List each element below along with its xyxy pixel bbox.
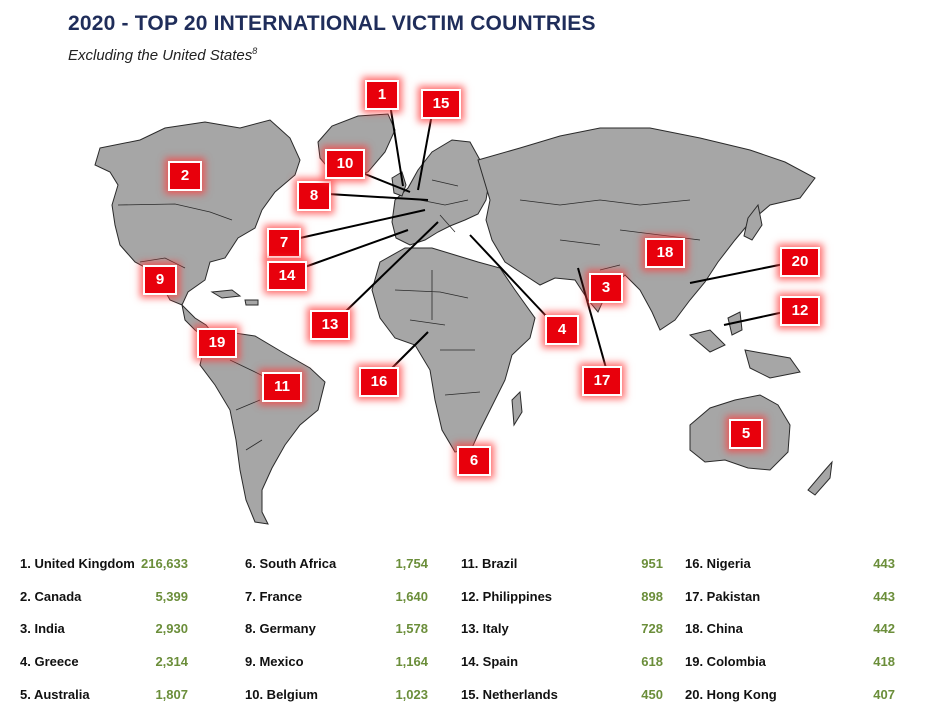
europe-landmass bbox=[391, 139, 491, 246]
subtitle-text: Excluding the United States bbox=[68, 47, 253, 64]
subtitle-footnote: 8 bbox=[252, 46, 258, 56]
country-name: 2. Canada bbox=[20, 589, 82, 604]
legend-item-12: 12. Philippines 898 bbox=[461, 589, 663, 607]
country-name: 6. South Africa bbox=[245, 556, 337, 571]
rank-marker-14: 14 bbox=[267, 261, 307, 291]
legend-item-8: 8. Germany 1,578 bbox=[245, 621, 428, 639]
country-name: 5. Australia bbox=[20, 687, 90, 702]
legend-item-10: 10. Belgium 1,023 bbox=[245, 687, 428, 705]
country-name: 8. Germany bbox=[245, 621, 316, 636]
world-map bbox=[94, 103, 833, 525]
country-ranking-legend: 1. United Kingdom 216,633 2. Canada 5,399 … bbox=[0, 548, 928, 718]
country-value: 1,754 bbox=[395, 556, 428, 571]
caribbean-islands bbox=[210, 289, 259, 306]
legend-item-9: 9. Mexico 1,164 bbox=[245, 654, 428, 672]
country-value: 443 bbox=[873, 589, 895, 604]
country-value: 2,930 bbox=[155, 621, 188, 636]
page-title: 2020 - TOP 20 INTERNATIONAL VICTIM COUNT… bbox=[68, 12, 596, 35]
country-name: 9. Mexico bbox=[245, 654, 304, 669]
country-name: 1. United Kingdom bbox=[20, 556, 135, 571]
country-value: 216,633 bbox=[141, 556, 188, 571]
legend-item-13: 13. Italy 728 bbox=[461, 621, 663, 639]
rank-marker-20: 20 bbox=[780, 247, 820, 277]
country-value: 443 bbox=[873, 556, 895, 571]
country-value: 898 bbox=[641, 589, 663, 604]
rank-marker-1: 1 bbox=[365, 80, 399, 110]
country-value: 1,807 bbox=[155, 687, 188, 702]
country-name: 18. China bbox=[685, 621, 743, 636]
country-name: 14. Spain bbox=[461, 654, 519, 669]
rank-marker-6: 6 bbox=[457, 446, 491, 476]
legend-item-1: 1. United Kingdom 216,633 bbox=[20, 556, 188, 574]
rank-marker-4: 4 bbox=[545, 315, 579, 345]
legend-item-14: 14. Spain 618 bbox=[461, 654, 663, 672]
madagascar-landmass bbox=[511, 390, 523, 427]
rank-marker-16: 16 bbox=[359, 367, 399, 397]
country-value: 728 bbox=[641, 621, 663, 636]
country-value: 442 bbox=[873, 621, 895, 636]
country-name: 20. Hong Kong bbox=[685, 687, 777, 702]
page-subtitle: Excluding the United States8 bbox=[68, 46, 257, 64]
rank-marker-19: 19 bbox=[197, 328, 237, 358]
country-value: 618 bbox=[641, 654, 663, 669]
legend-item-19: 19. Colombia 418 bbox=[685, 654, 895, 672]
legend-item-20: 20. Hong Kong 407 bbox=[685, 687, 895, 705]
rank-marker-17: 17 bbox=[582, 366, 622, 396]
rank-marker-2: 2 bbox=[168, 161, 202, 191]
country-value: 407 bbox=[873, 687, 895, 702]
country-name: 13. Italy bbox=[461, 621, 509, 636]
legend-item-2: 2. Canada 5,399 bbox=[20, 589, 188, 607]
country-value: 418 bbox=[873, 654, 895, 669]
country-value: 1,023 bbox=[395, 687, 428, 702]
rank-marker-12: 12 bbox=[780, 296, 820, 326]
rank-marker-10: 10 bbox=[325, 149, 365, 179]
new-zealand-landmass bbox=[807, 460, 833, 496]
country-value: 450 bbox=[641, 687, 663, 702]
rank-marker-8: 8 bbox=[297, 181, 331, 211]
country-name: 7. France bbox=[245, 589, 303, 604]
country-value: 5,399 bbox=[155, 589, 188, 604]
legend-item-6: 6. South Africa 1,754 bbox=[245, 556, 428, 574]
rank-marker-15: 15 bbox=[421, 89, 461, 119]
legend-item-7: 7. France 1,640 bbox=[245, 589, 428, 607]
south-america-landmass bbox=[199, 331, 326, 525]
country-name: 17. Pakistan bbox=[685, 589, 761, 604]
country-value: 1,640 bbox=[395, 589, 428, 604]
rank-marker-5: 5 bbox=[729, 419, 763, 449]
country-value: 2,314 bbox=[155, 654, 188, 669]
legend-item-4: 4. Greece 2,314 bbox=[20, 654, 188, 672]
legend-item-3: 3. India 2,930 bbox=[20, 621, 188, 639]
country-name: 16. Nigeria bbox=[685, 556, 751, 571]
country-name: 4. Greece bbox=[20, 654, 79, 669]
rank-marker-11: 11 bbox=[262, 372, 302, 402]
country-value: 1,164 bbox=[395, 654, 428, 669]
rank-marker-13: 13 bbox=[310, 310, 350, 340]
rank-marker-3: 3 bbox=[589, 273, 623, 303]
rank-marker-7: 7 bbox=[267, 228, 301, 258]
legend-item-11: 11. Brazil 951 bbox=[461, 556, 663, 574]
rank-marker-9: 9 bbox=[143, 265, 177, 295]
legend-item-16: 16. Nigeria 443 bbox=[685, 556, 895, 574]
country-value: 951 bbox=[641, 556, 663, 571]
rank-marker-18: 18 bbox=[645, 238, 685, 268]
japan-landmass bbox=[743, 203, 763, 241]
legend-item-17: 17. Pakistan 443 bbox=[685, 589, 895, 607]
country-name: 19. Colombia bbox=[685, 654, 766, 669]
country-name: 11. Brazil bbox=[461, 556, 518, 571]
country-name: 12. Philippines bbox=[461, 589, 553, 604]
legend-item-18: 18. China 442 bbox=[685, 621, 895, 639]
north-america-landmass bbox=[94, 119, 301, 306]
legend-item-5: 5. Australia 1,807 bbox=[20, 687, 188, 705]
country-name: 10. Belgium bbox=[245, 687, 318, 702]
legend-item-15: 15. Netherlands 450 bbox=[461, 687, 663, 705]
country-value: 1,578 bbox=[395, 621, 428, 636]
southeast-asia-islands bbox=[688, 311, 801, 379]
country-name: 3. India bbox=[20, 621, 65, 636]
country-name: 15. Netherlands bbox=[461, 687, 558, 702]
asia-landmass bbox=[477, 127, 816, 331]
